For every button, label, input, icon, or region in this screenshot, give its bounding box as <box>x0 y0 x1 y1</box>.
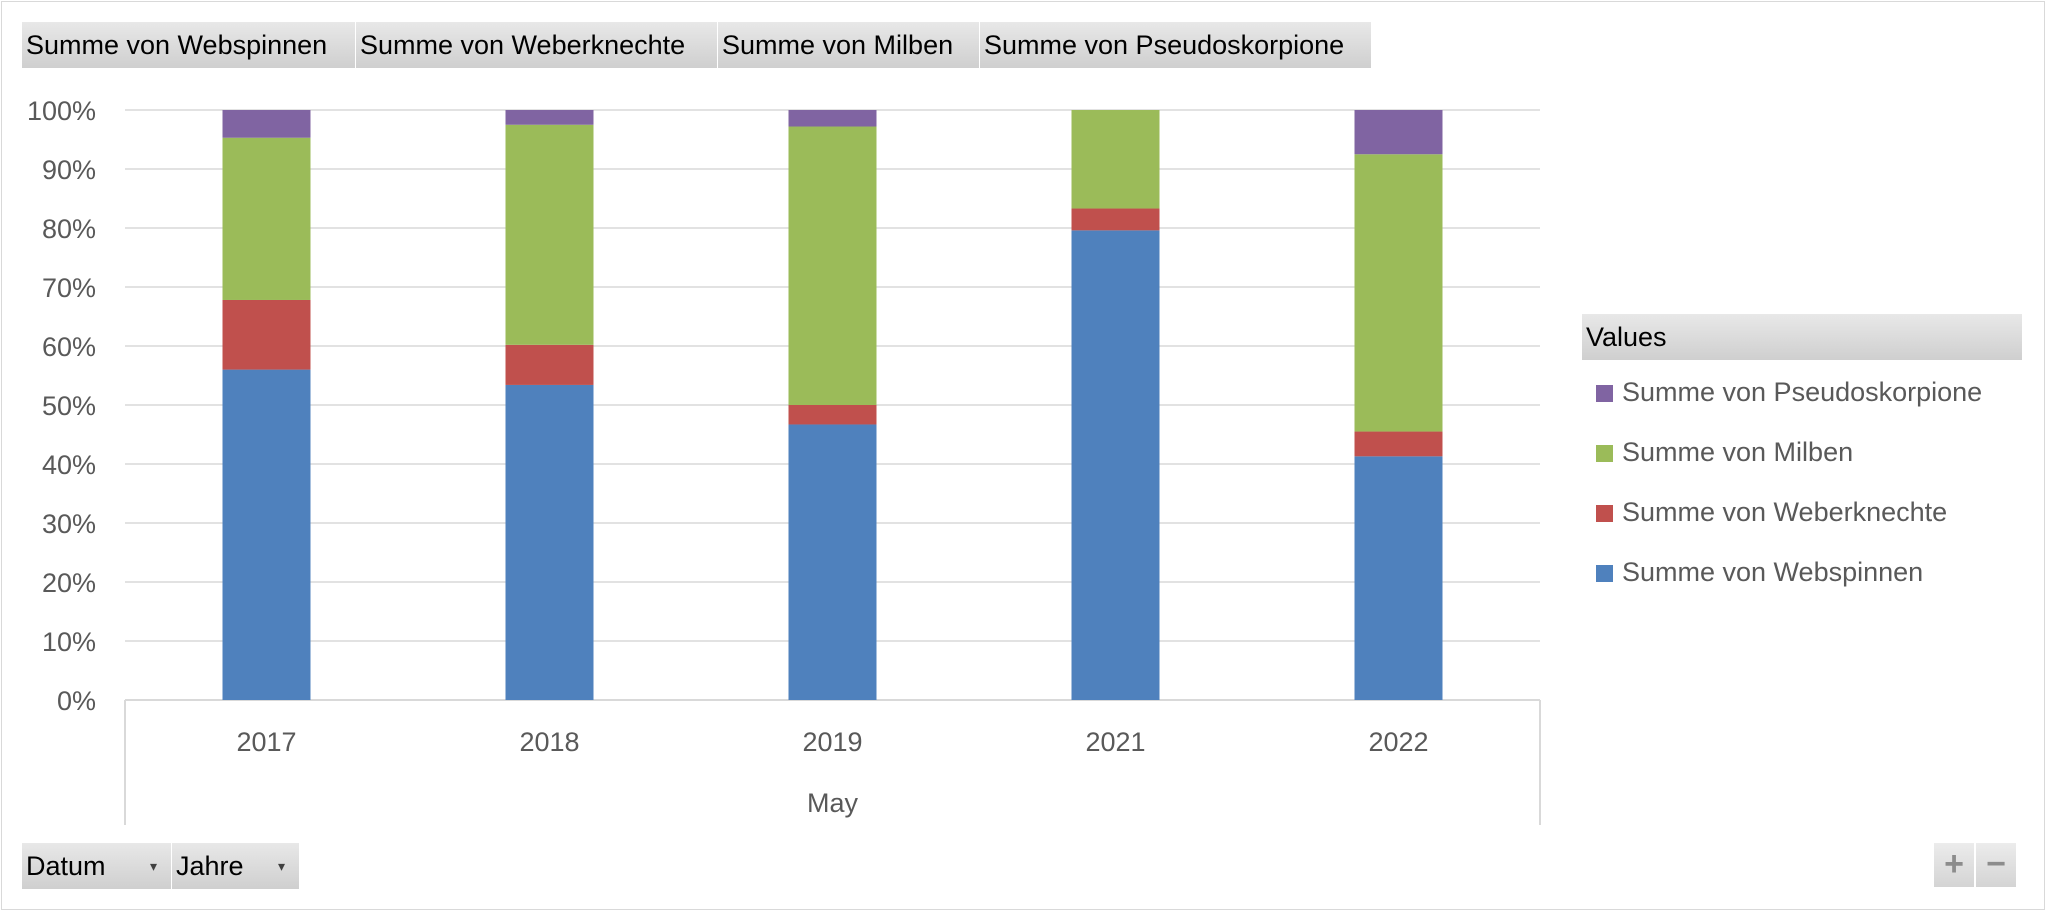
y-tick-label: 90% <box>42 155 96 185</box>
y-tick-label: 70% <box>42 273 96 303</box>
bar-segment-webspinnen <box>788 424 877 700</box>
legend-swatch <box>1596 385 1613 402</box>
legend-item-weberknechte[interactable]: Summe von Weberknechte <box>1596 492 1947 532</box>
y-tick-label: 60% <box>42 332 96 362</box>
bar-segment-pseudoskorpione <box>1354 110 1443 155</box>
bar-segment-pseudoskorpione <box>505 110 594 125</box>
dropdown-arrow-icon: ▾ <box>277 858 285 874</box>
legend-label: Summe von Milben <box>1622 437 1854 467</box>
field-button-milben[interactable]: Summe von Milben <box>718 22 980 68</box>
bar-segment-pseudoskorpione <box>222 110 311 138</box>
x-tick-label: 2022 <box>1368 727 1428 757</box>
x-tick-label: 2018 <box>519 727 579 757</box>
y-tick-label: 0% <box>57 686 96 716</box>
y-tick-label: 30% <box>42 509 96 539</box>
y-tick-label: 80% <box>42 214 96 244</box>
bar-segment-milben <box>1071 110 1160 209</box>
bar-segment-webspinnen <box>505 384 594 700</box>
y-tick-label: 50% <box>42 391 96 421</box>
legend-item-webspinnen[interactable]: Summe von Webspinnen <box>1596 552 1923 592</box>
y-tick-label: 100% <box>27 96 96 126</box>
bar-segment-webspinnen <box>222 369 311 700</box>
legend-swatch <box>1596 565 1613 582</box>
field-button-weberknechte[interactable]: Summe von Weberknechte <box>356 22 718 68</box>
axis-field-button-datum[interactable]: Datum ▾ <box>22 843 172 889</box>
bar-segment-weberknechte <box>505 344 594 385</box>
bar-segment-pseudoskorpione <box>788 110 877 127</box>
zoom-out-button[interactable]: − <box>1976 843 2016 887</box>
legend-item-milben[interactable]: Summe von Milben <box>1596 432 1853 472</box>
field-button-pseudoskorpione[interactable]: Summe von Pseudoskorpione <box>980 22 1372 68</box>
bar-segment-milben <box>1354 154 1443 432</box>
axis-field-label: Jahre <box>176 851 244 881</box>
legend-swatch <box>1596 445 1613 462</box>
zoom-in-button[interactable]: + <box>1934 843 1974 887</box>
bar-segment-weberknechte <box>788 405 877 425</box>
bar-segment-weberknechte <box>1071 208 1160 231</box>
bar-segment-weberknechte <box>1354 431 1443 457</box>
axis-field-button-jahre[interactable]: Jahre ▾ <box>172 843 300 889</box>
bar-segment-weberknechte <box>222 299 311 370</box>
x-group-label: May <box>807 788 859 818</box>
bar-segment-milben <box>788 126 877 406</box>
bar-segment-webspinnen <box>1354 456 1443 700</box>
legend-label: Summe von Pseudoskorpione <box>1622 377 1983 407</box>
x-tick-label: 2017 <box>236 727 296 757</box>
bar-segment-webspinnen <box>1071 230 1160 701</box>
y-tick-label: 20% <box>42 568 96 598</box>
x-tick-label: 2019 <box>802 727 862 757</box>
legend-header: Values <box>1582 314 2022 360</box>
dropdown-arrow-icon: ▾ <box>149 858 157 874</box>
y-tick-label: 10% <box>42 627 96 657</box>
field-button-webspinnen[interactable]: Summe von Webspinnen <box>22 22 356 68</box>
legend-swatch <box>1596 505 1613 522</box>
bar-segment-milben <box>222 137 311 300</box>
axis-field-label: Datum <box>26 851 106 881</box>
x-tick-label: 2021 <box>1085 727 1145 757</box>
legend-label: Summe von Webspinnen <box>1622 557 1924 587</box>
legend-item-pseudoskorpione[interactable]: Summe von Pseudoskorpione <box>1596 372 1982 412</box>
legend-label: Summe von Weberknechte <box>1622 497 1948 527</box>
y-tick-label: 40% <box>42 450 96 480</box>
bar-segment-milben <box>505 124 594 345</box>
